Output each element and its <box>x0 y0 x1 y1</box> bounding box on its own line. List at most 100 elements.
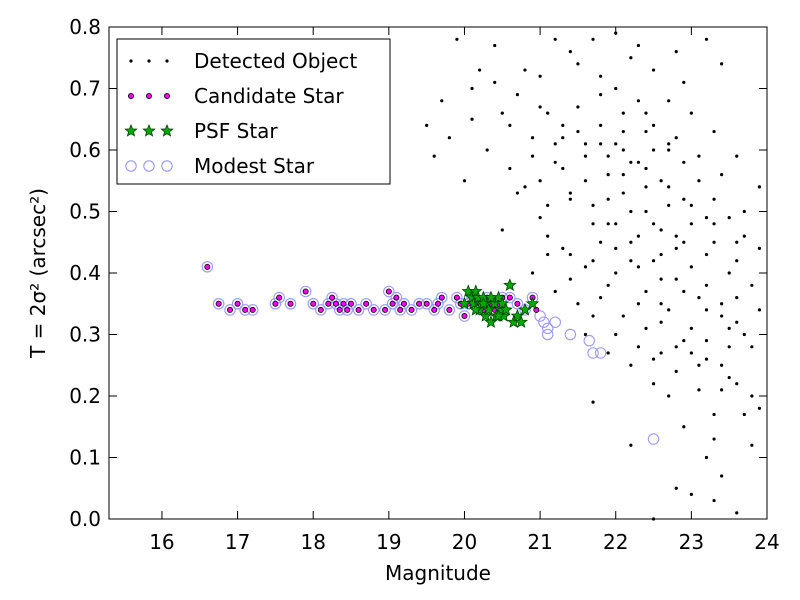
modest-star-point <box>315 304 327 316</box>
modest-star-point <box>201 261 214 273</box>
detected-object-point <box>447 136 451 140</box>
detected-object-point <box>508 166 512 171</box>
modest-star-point <box>386 297 399 310</box>
detected-object-point <box>629 209 633 214</box>
detected-object-point <box>576 129 580 134</box>
detected-object-point <box>667 142 671 146</box>
detected-object-point <box>561 246 565 250</box>
detected-object-point <box>720 474 724 478</box>
detected-object-point <box>530 271 535 275</box>
detected-object-point <box>591 203 595 207</box>
detected-object-point <box>583 332 588 337</box>
detected-object-point <box>682 80 686 84</box>
detected-object-point <box>651 68 656 72</box>
detected-object-point <box>591 314 595 318</box>
legend-marker-psf-star <box>124 123 138 137</box>
detected-object-point <box>659 351 663 355</box>
x-tick-label: 23 <box>679 530 704 554</box>
detected-object-point <box>682 425 686 429</box>
detected-object-point <box>757 308 762 312</box>
detected-object-point <box>561 166 565 171</box>
detected-object-point <box>735 320 739 324</box>
detected-object-point <box>546 111 550 115</box>
legend-marker-candidate-star <box>163 93 170 100</box>
detected-object-point <box>591 37 595 41</box>
detected-object-point <box>651 222 656 226</box>
modest-star-point <box>647 433 660 445</box>
candidate-star-point <box>204 263 211 270</box>
detected-object-point <box>742 412 746 417</box>
psf-star-point <box>514 315 528 328</box>
detected-object-point <box>667 203 671 207</box>
detected-object-point <box>568 50 572 54</box>
candidate-star-point <box>344 306 351 313</box>
modest-star-series <box>201 261 660 445</box>
legend-box <box>116 38 391 185</box>
candidate-star-point <box>370 306 377 313</box>
detected-object-point <box>500 111 504 115</box>
legend-label: Modest Star <box>194 154 315 178</box>
candidate-star-point <box>434 300 441 307</box>
detected-object-point <box>704 308 709 312</box>
x-axis-title: Magnitude <box>385 561 491 585</box>
detected-object-point <box>553 37 557 41</box>
legend-marker-detected-object <box>129 59 133 63</box>
detected-object-point <box>508 123 512 127</box>
detected-object-point <box>735 259 739 263</box>
detected-object-point <box>614 271 618 275</box>
detected-object-point <box>583 154 588 158</box>
detected-object-point <box>538 74 542 78</box>
legend-entry-detected-object: Detected Object <box>129 49 357 73</box>
detected-object-point <box>568 197 572 201</box>
modest-star-point <box>549 316 561 328</box>
detected-object-point <box>712 240 716 244</box>
x-tick-label: 24 <box>754 530 779 554</box>
detected-object-point <box>636 345 641 349</box>
detected-object-point <box>561 123 565 127</box>
detected-object-point <box>659 252 663 257</box>
detected-object-point <box>629 240 633 244</box>
detected-object-point <box>606 283 610 287</box>
modest-star-point <box>269 297 282 310</box>
detected-object-point <box>515 93 520 97</box>
detected-object-point <box>629 363 633 367</box>
detected-object-point <box>636 234 641 238</box>
candidate-star-point <box>446 306 453 313</box>
detected-object-point <box>636 43 641 48</box>
detected-object-point <box>697 179 701 183</box>
detected-object-point <box>674 136 678 140</box>
detected-object-point <box>689 111 693 115</box>
detected-object-point <box>720 388 724 392</box>
candidate-star-point <box>234 300 241 307</box>
candidate-star-point <box>242 306 249 313</box>
detected-object-point <box>757 406 762 410</box>
detected-object-point <box>644 209 648 214</box>
candidate-star-point <box>389 300 396 307</box>
detected-object-point <box>720 363 724 367</box>
modest-star-point <box>587 347 599 359</box>
x-tick-label: 19 <box>376 530 401 554</box>
detected-object-point <box>644 326 648 330</box>
detected-object-point <box>606 222 610 226</box>
y-tick-label: 0.2 <box>69 384 101 408</box>
detected-object-point <box>704 455 709 460</box>
candidate-star-point <box>227 306 234 313</box>
legend-entry-psf-star: PSF Star <box>124 119 278 143</box>
modest-star-point <box>564 328 577 341</box>
psf-star-point <box>503 278 517 292</box>
candidate-star-point <box>249 306 256 313</box>
legend-marker-candidate-star <box>127 93 134 100</box>
detected-object-point <box>704 252 709 257</box>
detected-object-point <box>440 99 444 103</box>
detected-object-point <box>568 277 572 281</box>
modest-star-point <box>390 291 403 304</box>
detected-object-point <box>674 369 678 373</box>
candidate-star-point <box>400 300 407 307</box>
detected-object-point <box>606 351 610 355</box>
points-layer <box>201 31 762 521</box>
x-tick-label: 17 <box>225 530 250 554</box>
detected-object-point <box>682 197 686 201</box>
detected-object-point <box>606 154 610 158</box>
candidate-star-point <box>533 306 540 313</box>
detected-object-point <box>689 222 693 226</box>
